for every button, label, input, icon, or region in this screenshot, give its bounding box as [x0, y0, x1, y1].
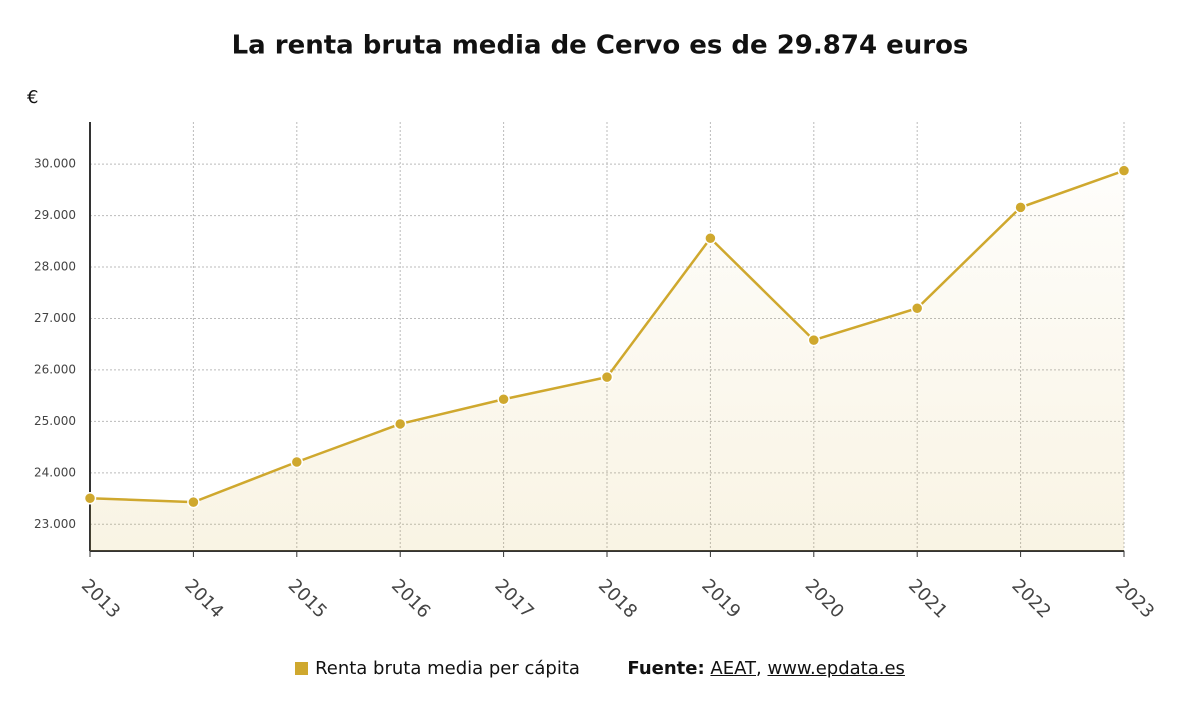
source-separator: ,: [756, 658, 762, 679]
point: [704, 232, 717, 245]
x-tick-label: 2014: [180, 575, 227, 622]
y-unit: €: [27, 87, 38, 108]
x-tick-label: 2021: [904, 575, 951, 622]
y-tick-label: 23.000: [34, 517, 76, 531]
source-label: Fuente:: [627, 658, 705, 679]
point: [290, 455, 304, 469]
source-item[interactable]: www.epdata.es: [767, 658, 905, 679]
point: [1117, 164, 1131, 177]
x-tick-label: 2015: [284, 575, 331, 622]
x-tick-label: 2020: [801, 575, 848, 622]
legend-label: Renta bruta media per cápita: [315, 658, 580, 679]
y-tick-label: 28.000: [34, 260, 76, 274]
legend-swatch: [295, 662, 309, 675]
x-tick-label: 2018: [594, 575, 641, 622]
area: [90, 170, 1124, 552]
y-tick-label: 30.000: [34, 157, 76, 171]
point: [83, 491, 97, 505]
y-tick-label: 29.000: [34, 208, 76, 222]
x-tick-label: 2019: [697, 575, 744, 622]
x-tick-label: 2013: [77, 575, 124, 622]
x-tick-label: 2022: [1008, 575, 1055, 622]
point: [497, 393, 510, 406]
y-tick-label: 24.000: [34, 465, 76, 479]
x-tick-label: 2017: [491, 575, 538, 622]
y-tick-label: 25.000: [34, 414, 76, 428]
source-item[interactable]: AEAT: [710, 658, 757, 679]
point: [910, 301, 924, 315]
y-tick-label: 26.000: [34, 362, 76, 376]
legend: Renta bruta media per cápita Fuente: AEA…: [0, 658, 1200, 679]
point: [187, 495, 200, 509]
point: [807, 333, 821, 347]
point: [1014, 201, 1027, 214]
x-tick-label: 2023: [1111, 575, 1158, 622]
y-tick-label: 27.000: [34, 311, 76, 325]
chart: La renta bruta media de Cervo es de 29.8…: [27, 31, 1158, 623]
point: [393, 417, 407, 431]
point: [600, 370, 614, 384]
chart-title: La renta bruta media de Cervo es de 29.8…: [232, 31, 969, 61]
x-tick-label: 2016: [387, 575, 434, 622]
